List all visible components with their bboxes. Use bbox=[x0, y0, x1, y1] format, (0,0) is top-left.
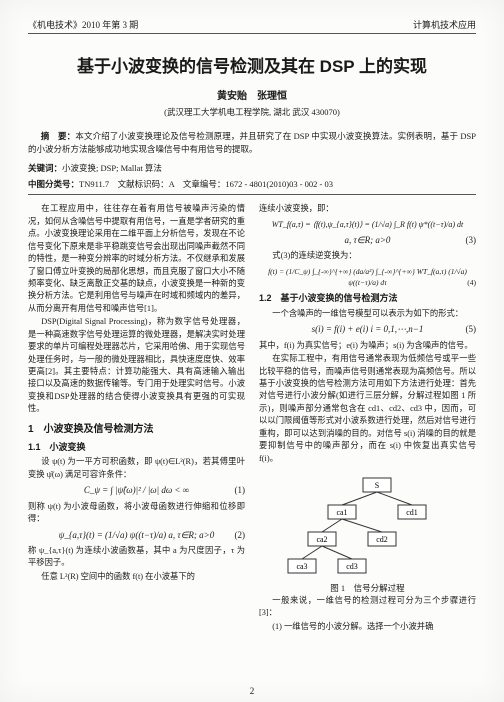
eq-num: (2) bbox=[235, 529, 246, 543]
equation-4: f(t) = (1/C_ψ) ∫_{-∞}^{+∞} (da/a²) ∫_{-∞… bbox=[259, 266, 476, 289]
para: 称 ψ_{a,τ}(t) 为连续小波函数基，其中 a 为尺度因子，τ 为平移因子… bbox=[28, 545, 245, 570]
svg-text:ca2: ca2 bbox=[316, 535, 327, 544]
equation-3b: a, τ∈R; a>0 (3) bbox=[259, 234, 476, 248]
left-column: 在工程应用中，往往存在着有用信号被噪声污染的情况，如何从含噪信号中提取有用信号，… bbox=[28, 203, 245, 634]
article-title: 基于小波变换的信号检测及其在 DSP 上的实现 bbox=[28, 52, 476, 77]
para: 连续小波变换，即： bbox=[259, 203, 476, 215]
eq-num: (3) bbox=[466, 234, 477, 248]
affiliation: (武汉理工大学机电工程学院, 湖北 武汉 430070) bbox=[28, 106, 476, 118]
cls-text: TN911.7 文献标识码：A 文章编号：1672 - 4801(2010)03… bbox=[79, 179, 333, 189]
eq-num: (5) bbox=[466, 323, 477, 337]
equation-3: WT_f(a,τ) = ⟨f(t),ψ_{a,τ}(t)⟩ = (1/√a) ∫… bbox=[259, 219, 476, 231]
page-number: 2 bbox=[0, 686, 504, 696]
subsection-1-1: 1.1 小波变换 bbox=[28, 441, 245, 455]
classification: 中图分类号：TN911.7 文献标识码：A 文章编号：1672 - 4801(2… bbox=[28, 178, 476, 195]
para: (1) 一维信号的小波分解。选择一个小波并确 bbox=[259, 621, 476, 633]
para: DSP(Digital Signal Processing)，称为数字信号处理器… bbox=[28, 316, 245, 416]
para: 在实际工程中，有用信号通常表现为低频信号或平一些比较平稳的信号，而噪声信号则通常… bbox=[259, 353, 476, 465]
figure-1-diagram: Sca1 cd1 ca2 cd2 ca3 cd3 bbox=[278, 473, 458, 578]
svg-text:ca1: ca1 bbox=[336, 508, 347, 517]
keywords: 关键词：小波变换; DSP; Mallat 算法 bbox=[28, 162, 476, 174]
svg-text:cd2: cd2 bbox=[376, 535, 388, 544]
abstract-text: 本文介绍了小波变换理论及信号检测原理，并且研究了在 DSP 中实现小波变换算法。… bbox=[28, 131, 476, 154]
kw-label: 关键词： bbox=[28, 163, 62, 173]
section-1: 1 小波变换及信号检测方法 bbox=[28, 422, 245, 437]
cls-label: 中图分类号： bbox=[28, 179, 79, 189]
right-column: 连续小波变换，即： WT_f(a,τ) = ⟨f(t),ψ_{a,τ}(t)⟩ … bbox=[259, 203, 476, 634]
para: 其中，f(i) 为真实信号；e(i) 为噪声；s(i) 为含噪声的信号。 bbox=[259, 340, 476, 352]
subsection-1-2: 1.2 基于小波变换的信号检测方法 bbox=[259, 292, 476, 306]
abstract-label: 摘 要： bbox=[41, 131, 76, 141]
header-left: 《机电技术》2010 年第 3 期 bbox=[28, 18, 138, 31]
figure-1-caption: 图 1 信号分解过程 bbox=[259, 582, 476, 595]
authors: 黄安贻 张理恒 bbox=[28, 87, 476, 102]
para: 一般来说，一维信号的检测过程可分为三个步骤进行[3]： bbox=[259, 595, 476, 620]
abstract: 摘 要：本文介绍了小波变换理论及信号检测原理，并且研究了在 DSP 中实现小波变… bbox=[28, 130, 476, 156]
columns: 在工程应用中，往往存在着有用信号被噪声污染的情况，如何从含噪信号中提取有用信号，… bbox=[28, 203, 476, 634]
svg-text:cd3: cd3 bbox=[346, 562, 358, 571]
equation-5: s(i) = f(i) + e(i) i = 0,1,⋯,n−1 (5) bbox=[259, 323, 476, 337]
para: 任意 L²(R) 空间中的函数 f(t) 在小波基下的 bbox=[28, 571, 245, 583]
svg-text:S: S bbox=[374, 481, 378, 490]
para: 在工程应用中，往往存在着有用信号被噪声污染的情况，如何从含噪信号中提取有用信号，… bbox=[28, 203, 245, 315]
page: 《机电技术》2010 年第 3 期 计算机技术应用 基于小波变换的信号检测及其在… bbox=[0, 0, 504, 702]
equation-1: C_ψ = ∫ |ψ̂(ω)|² / |ω| dω < ∞ (1) bbox=[28, 484, 245, 498]
kw-text: 小波变换; DSP; Mallat 算法 bbox=[62, 163, 162, 173]
para: 则称 ψ(t) 为小波母函数，将小波母函数进行伸缩和位移即得： bbox=[28, 501, 245, 526]
para: 设 ψ(t) 为一平方可积函数，即 ψ(t)∈L²(R)，若其傅里叶变换 ψ̂(… bbox=[28, 456, 245, 481]
running-header: 《机电技术》2010 年第 3 期 计算机技术应用 bbox=[28, 18, 476, 34]
header-right: 计算机技术应用 bbox=[413, 18, 476, 31]
para: 一个含噪声的一维信号模型可以表示为如下的形式： bbox=[259, 308, 476, 320]
equation-2: ψ_{a,τ}(t) = (1/√a) ψ((t−τ)/a) a, τ∈R; a… bbox=[28, 529, 245, 543]
eq-num: (4) bbox=[467, 277, 476, 288]
eq-num: (1) bbox=[235, 484, 246, 498]
svg-text:ca3: ca3 bbox=[296, 562, 307, 571]
svg-text:cd1: cd1 bbox=[406, 508, 418, 517]
para: 式(3)的连续逆变换为： bbox=[259, 250, 476, 262]
